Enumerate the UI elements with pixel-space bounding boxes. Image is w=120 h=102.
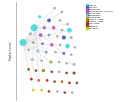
Point bbox=[32, 89, 34, 91]
Point bbox=[59, 44, 61, 46]
Point bbox=[74, 47, 76, 48]
Point bbox=[48, 91, 50, 92]
Point bbox=[38, 80, 40, 81]
Point bbox=[58, 61, 60, 63]
Point bbox=[35, 70, 37, 71]
Point bbox=[42, 70, 44, 71]
Point bbox=[42, 43, 43, 44]
Point bbox=[66, 62, 68, 64]
Point bbox=[56, 35, 58, 37]
Point bbox=[28, 69, 30, 70]
Point bbox=[50, 61, 52, 63]
Point bbox=[69, 29, 70, 31]
Point bbox=[45, 51, 47, 53]
Point bbox=[53, 27, 55, 29]
Point bbox=[73, 72, 75, 74]
Point bbox=[31, 59, 33, 60]
Point bbox=[71, 92, 73, 93]
Point bbox=[40, 34, 42, 36]
Point bbox=[54, 7, 56, 9]
Point bbox=[41, 60, 43, 62]
Point bbox=[48, 20, 50, 21]
Point bbox=[67, 45, 69, 47]
Point bbox=[32, 42, 34, 43]
Point bbox=[69, 82, 70, 84]
Point bbox=[63, 53, 65, 54]
Point bbox=[28, 49, 30, 51]
Point bbox=[64, 92, 66, 93]
Point bbox=[76, 82, 78, 84]
Point bbox=[61, 11, 63, 13]
Point bbox=[56, 91, 58, 92]
Point bbox=[51, 44, 53, 46]
Point bbox=[54, 81, 56, 82]
Point bbox=[58, 71, 60, 73]
Point bbox=[66, 72, 68, 74]
Point bbox=[33, 27, 35, 29]
Point bbox=[59, 20, 61, 21]
Point bbox=[39, 16, 41, 18]
Point bbox=[37, 50, 39, 52]
Point bbox=[67, 23, 69, 25]
Y-axis label: Trophic Level: Trophic Level bbox=[9, 41, 14, 61]
Legend: Endesa, Isopoda, Gastropoda, Echinoderms/Annelida, Polychaeta, Zooplankton, Pera: Endesa, Isopoda, Gastropoda, Echinoderms… bbox=[86, 4, 113, 29]
Point bbox=[30, 33, 31, 35]
Point bbox=[22, 42, 24, 43]
Point bbox=[51, 71, 53, 73]
Point bbox=[48, 34, 50, 36]
Point bbox=[30, 78, 32, 80]
Point bbox=[55, 51, 57, 53]
Point bbox=[46, 80, 48, 81]
Point bbox=[41, 89, 43, 91]
Point bbox=[70, 37, 72, 38]
Point bbox=[43, 27, 45, 29]
Point bbox=[61, 81, 63, 82]
Point bbox=[61, 29, 63, 31]
Point bbox=[73, 64, 75, 65]
Point bbox=[63, 37, 65, 38]
Point bbox=[70, 54, 72, 55]
